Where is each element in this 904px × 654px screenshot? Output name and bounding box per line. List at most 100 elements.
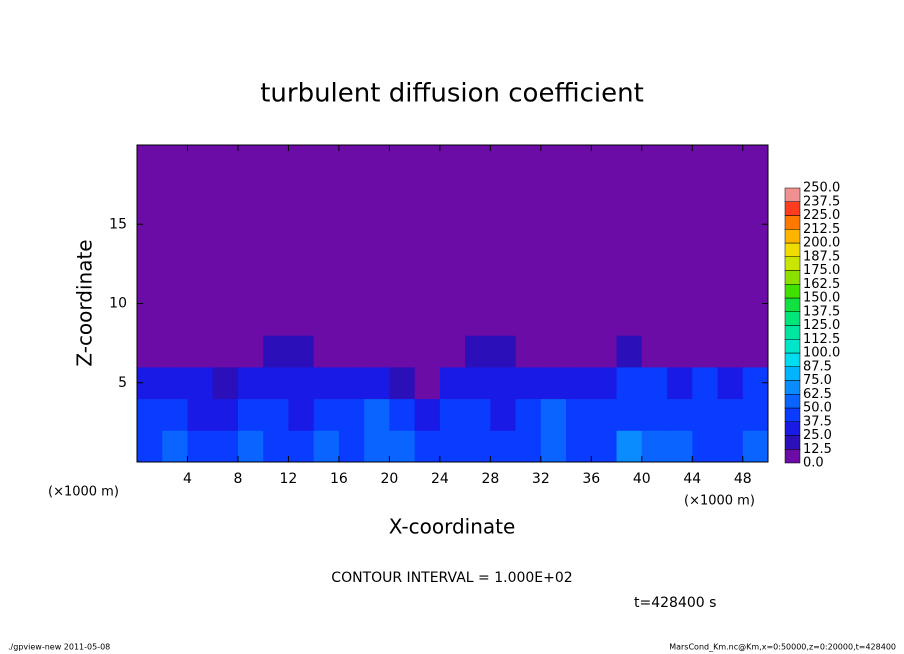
cell bbox=[465, 335, 491, 368]
cell bbox=[212, 335, 239, 368]
colorbar-band bbox=[784, 297, 801, 312]
cell bbox=[439, 303, 466, 336]
x-tick-label: 16 bbox=[330, 471, 348, 487]
cell bbox=[313, 271, 340, 304]
cell bbox=[717, 430, 744, 463]
cell bbox=[742, 430, 769, 463]
cell bbox=[540, 145, 567, 178]
cell bbox=[742, 335, 769, 368]
cell bbox=[616, 176, 643, 209]
cell bbox=[667, 145, 693, 178]
cell bbox=[742, 271, 769, 304]
cell bbox=[414, 176, 441, 209]
cell bbox=[313, 208, 340, 241]
cell bbox=[212, 176, 239, 209]
cell bbox=[540, 240, 567, 273]
colorbar-label: 162.5 bbox=[803, 277, 840, 292]
cell bbox=[162, 240, 188, 273]
cell bbox=[137, 303, 163, 336]
colorbar-band bbox=[784, 394, 801, 409]
colorbar-band bbox=[784, 339, 801, 354]
cell bbox=[162, 271, 188, 304]
cell bbox=[566, 176, 592, 209]
cell bbox=[338, 335, 365, 368]
cell bbox=[490, 335, 517, 368]
cell bbox=[439, 366, 466, 400]
cell bbox=[641, 208, 668, 241]
cell bbox=[667, 366, 693, 400]
cell bbox=[515, 176, 542, 209]
cell bbox=[692, 271, 719, 304]
cell bbox=[187, 240, 214, 273]
cell bbox=[212, 398, 239, 431]
cell bbox=[338, 145, 365, 178]
cell bbox=[389, 335, 416, 368]
cell bbox=[490, 145, 517, 178]
cell bbox=[540, 398, 567, 431]
cell bbox=[641, 145, 668, 178]
cell bbox=[540, 176, 567, 209]
cell bbox=[692, 366, 719, 400]
colorbar-band bbox=[784, 407, 801, 422]
cell bbox=[288, 145, 315, 178]
cell bbox=[288, 271, 315, 304]
cell bbox=[237, 208, 264, 241]
cell bbox=[263, 335, 289, 368]
cell bbox=[616, 240, 643, 273]
cell bbox=[717, 145, 744, 178]
cell bbox=[692, 176, 719, 209]
x-tick-label: 40 bbox=[633, 471, 651, 487]
cell bbox=[162, 303, 188, 336]
cell bbox=[137, 176, 163, 209]
cell bbox=[137, 335, 163, 368]
cell bbox=[465, 208, 491, 241]
x-tick-label: 12 bbox=[280, 471, 298, 487]
colorbar-band bbox=[784, 284, 801, 299]
cell bbox=[490, 303, 517, 336]
cell bbox=[616, 366, 643, 400]
cell bbox=[616, 208, 643, 241]
cell bbox=[414, 366, 441, 400]
cell bbox=[263, 430, 289, 463]
cell bbox=[692, 145, 719, 178]
cell bbox=[338, 303, 365, 336]
cell bbox=[212, 366, 239, 400]
cell bbox=[162, 398, 188, 431]
colorbar-band bbox=[784, 311, 801, 326]
cell bbox=[540, 303, 567, 336]
colorbar-band bbox=[784, 215, 801, 230]
cell bbox=[313, 366, 340, 400]
cell bbox=[364, 208, 390, 241]
cell bbox=[641, 398, 668, 431]
cell bbox=[540, 208, 567, 241]
cell bbox=[465, 430, 491, 463]
cell bbox=[263, 271, 289, 304]
cell bbox=[591, 335, 618, 368]
cell bbox=[313, 145, 340, 178]
cell bbox=[566, 145, 592, 178]
cell bbox=[667, 335, 693, 368]
cell bbox=[187, 271, 214, 304]
cell bbox=[742, 176, 769, 209]
cell bbox=[414, 208, 441, 241]
cell bbox=[187, 398, 214, 431]
x-tick-label: 4 bbox=[183, 471, 192, 487]
cell bbox=[667, 271, 693, 304]
y-unit: (×1000 m) bbox=[48, 485, 119, 500]
cell bbox=[389, 303, 416, 336]
cell bbox=[616, 303, 643, 336]
cell bbox=[465, 366, 491, 400]
colorbar-label: 87.5 bbox=[803, 359, 832, 374]
cell bbox=[742, 240, 769, 273]
cell bbox=[313, 335, 340, 368]
cell bbox=[187, 145, 214, 178]
cell bbox=[137, 145, 163, 178]
cell bbox=[439, 430, 466, 463]
cell bbox=[187, 335, 214, 368]
cell bbox=[641, 271, 668, 304]
colorbar-band bbox=[784, 187, 801, 202]
colorbar-band bbox=[784, 270, 801, 285]
cell bbox=[187, 430, 214, 463]
cell bbox=[313, 398, 340, 431]
cell bbox=[263, 366, 289, 400]
